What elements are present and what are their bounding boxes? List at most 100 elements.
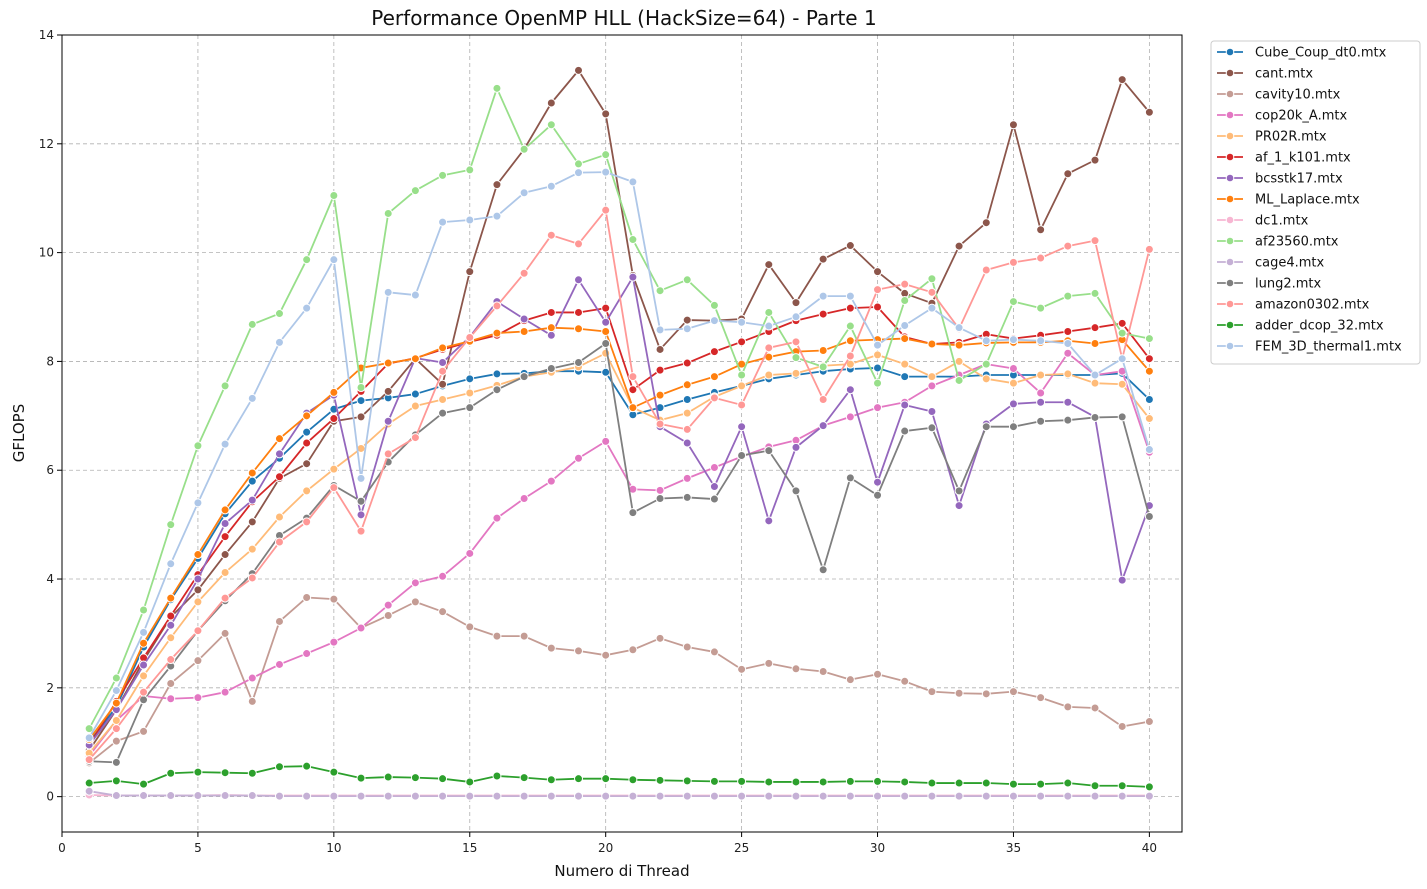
data-point (546, 181, 556, 191)
data-point (737, 317, 747, 327)
data-point (274, 337, 284, 347)
data-point (465, 403, 475, 413)
data-point (438, 791, 448, 801)
data-point (465, 267, 475, 277)
data-point (791, 337, 801, 347)
data-point (818, 309, 828, 319)
data-point (166, 520, 176, 530)
x-tick-label: 35 (1006, 841, 1021, 855)
data-point (1090, 791, 1100, 801)
data-point (709, 347, 719, 357)
data-point (1090, 338, 1100, 348)
data-point (84, 724, 94, 734)
data-point (329, 414, 339, 424)
data-point (274, 537, 284, 547)
data-point (1036, 253, 1046, 263)
data-point (845, 351, 855, 361)
data-point (247, 476, 257, 486)
data-point (546, 98, 556, 108)
data-point (900, 279, 910, 289)
legend-item: cop20k_A.mtx (1217, 109, 1347, 124)
data-point (628, 235, 638, 245)
series-line (89, 765, 1150, 788)
data-point (764, 777, 774, 787)
data-point (845, 241, 855, 251)
data-point (492, 180, 502, 190)
plot-area-frame (61, 34, 1183, 833)
data-point (302, 459, 312, 469)
data-point (1008, 422, 1018, 432)
legend-item: lung2.mtx (1217, 277, 1322, 292)
data-point (220, 532, 230, 542)
data-point (737, 381, 747, 391)
data-point (873, 378, 883, 388)
series-line (89, 342, 1151, 764)
data-point (383, 600, 393, 610)
data-point (465, 165, 475, 175)
data-point (601, 167, 611, 177)
legend-swatch-marker (1225, 131, 1235, 141)
data-point (519, 372, 529, 382)
data-point (927, 339, 937, 349)
data-point (927, 791, 937, 801)
data-point (655, 365, 665, 375)
data-point (628, 177, 638, 187)
data-point (519, 314, 529, 324)
data-point (873, 490, 883, 500)
data-point (1090, 236, 1100, 246)
data-point (247, 696, 257, 706)
data-point (927, 687, 937, 697)
series-line (88, 209, 1151, 761)
data-point (383, 449, 393, 459)
data-point (845, 385, 855, 395)
data-point (1063, 338, 1073, 348)
data-point (818, 421, 828, 431)
data-point (764, 260, 774, 270)
data-point (1036, 303, 1046, 313)
data-point (1008, 791, 1018, 801)
data-point (465, 388, 475, 398)
data-point (329, 190, 339, 200)
legend-label: amazon0302.mtx (1255, 298, 1370, 313)
legend-item: amazon0302.mtx (1217, 298, 1370, 313)
data-point (111, 791, 121, 801)
data-point (274, 512, 284, 522)
data-point (356, 496, 366, 506)
legend-swatch-marker (1225, 152, 1235, 162)
data-point (764, 343, 774, 353)
data-point (737, 451, 747, 461)
data-point (111, 757, 121, 767)
data-point (791, 664, 801, 674)
data-point (1117, 75, 1127, 85)
data-point (519, 631, 529, 641)
data-point (274, 762, 284, 772)
legend-swatch-marker (1225, 257, 1235, 267)
data-point (1117, 354, 1127, 364)
data-point (465, 622, 475, 632)
data-point (247, 319, 257, 329)
data-point (302, 255, 312, 265)
data-point (954, 501, 964, 511)
data-point (737, 422, 747, 432)
legend-label: cavity10.mtx (1255, 88, 1341, 103)
data-point (764, 516, 774, 526)
data-point (356, 396, 366, 406)
data-point (139, 627, 149, 637)
data-point (1036, 336, 1046, 346)
data-point (139, 671, 149, 681)
legend-label: af_1_k101.mtx (1255, 151, 1351, 166)
data-point (737, 337, 747, 347)
data-point (845, 791, 855, 801)
data-point (166, 694, 176, 704)
data-point (709, 300, 719, 310)
legend-label: PR02R.mtx (1255, 130, 1327, 145)
data-point (329, 594, 339, 604)
chart-title: Performance OpenMP HLL (HackSize=64) - P… (371, 6, 876, 30)
y-axis-label: GFLOPS (10, 404, 28, 462)
data-point (981, 778, 991, 788)
data-point (764, 370, 774, 380)
data-point (818, 565, 828, 575)
data-point (927, 287, 937, 297)
data-point (302, 486, 312, 496)
data-point (220, 628, 230, 638)
